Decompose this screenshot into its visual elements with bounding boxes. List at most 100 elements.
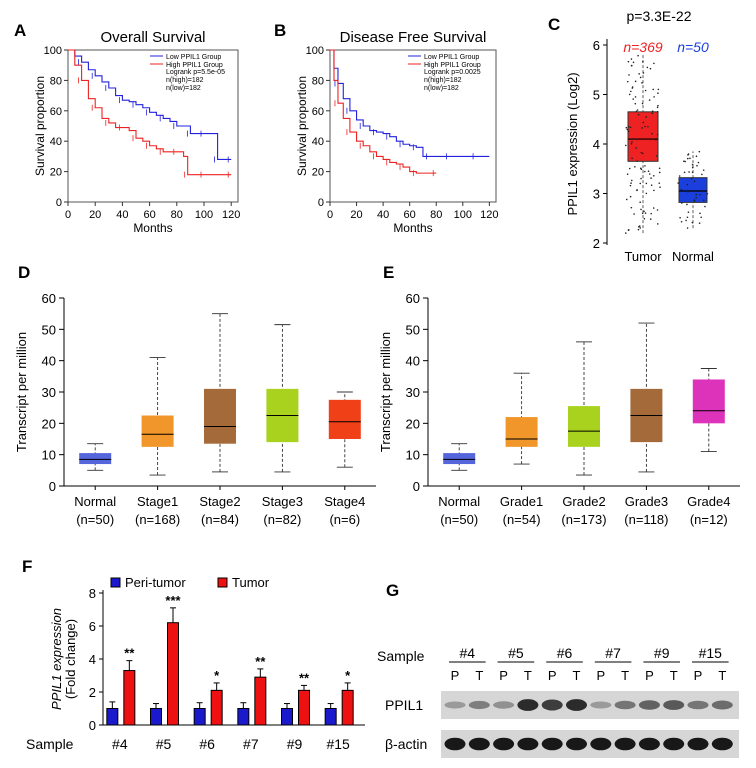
- data-point: [691, 171, 694, 174]
- y-tick-label: 2: [89, 685, 96, 700]
- data-point: [655, 155, 658, 157]
- data-point: [658, 182, 661, 184]
- x-category-label: Normal: [74, 494, 116, 509]
- panel-letter-a: A: [14, 21, 26, 40]
- y-tick-label: 0: [318, 197, 324, 209]
- n-label: n=50: [677, 39, 709, 55]
- lane-label: P: [451, 668, 460, 683]
- data-point: [684, 160, 686, 163]
- y-tick-label: 0: [413, 479, 420, 494]
- x-tick-label: 0: [327, 209, 333, 221]
- data-point: [631, 157, 633, 160]
- n-label: (n=118): [624, 512, 668, 527]
- data-point: [639, 182, 642, 185]
- data-point: [636, 160, 638, 162]
- data-point: [679, 216, 681, 219]
- data-point: [627, 60, 630, 63]
- data-point: [683, 160, 685, 163]
- significance-marker: **: [299, 670, 310, 685]
- data-point: [641, 127, 643, 129]
- data-point: [655, 138, 657, 141]
- blot-sample-id: #4: [460, 645, 476, 661]
- data-point: [686, 203, 688, 206]
- blot-band: [468, 700, 490, 710]
- western-blot-g: Sample #4 #5 #6 #7 #9 #15P T P T P T P T P T P TPPIL1β-ac…: [377, 645, 739, 758]
- data-point: [704, 205, 706, 208]
- data-point: [640, 177, 642, 180]
- y-tick-label: 4: [593, 137, 600, 152]
- data-point: [686, 183, 689, 186]
- data-point: [637, 225, 640, 228]
- stat-label: n(low)=182: [424, 85, 459, 92]
- y-tick-label: 5: [593, 88, 600, 103]
- data-point: [637, 54, 639, 57]
- panel-letter-e: E: [383, 263, 394, 282]
- survival-curve-low: [68, 49, 232, 160]
- significance-marker: ***: [165, 593, 181, 608]
- data-point: [637, 228, 640, 231]
- data-point: [700, 216, 703, 219]
- blot-sample-label: Sample: [377, 648, 425, 664]
- data-point: [630, 182, 632, 184]
- blot-sample-id: #9: [654, 645, 670, 661]
- data-point: [678, 175, 681, 177]
- data-point: [629, 90, 632, 93]
- y-tick-label: 60: [50, 106, 62, 118]
- data-point: [691, 163, 694, 166]
- blot-sample-id: #7: [605, 645, 621, 661]
- data-point: [645, 116, 648, 118]
- bar-peri-tumor: [281, 708, 293, 726]
- n-label: (n=50): [76, 512, 114, 527]
- data-point: [639, 227, 642, 229]
- data-point: [642, 72, 645, 74]
- data-point: [630, 179, 633, 182]
- y-tick-label: 60: [406, 291, 420, 306]
- legend-entry: Tumor: [232, 575, 270, 590]
- data-point: [635, 147, 637, 149]
- data-point: [642, 60, 644, 63]
- x-category-label: Stage1: [137, 494, 178, 509]
- blot-band: [638, 700, 660, 710]
- data-point: [680, 202, 683, 204]
- box-stage1: [141, 415, 174, 447]
- data-point: [658, 167, 661, 170]
- x-category-label: Normal: [672, 249, 714, 264]
- data-point: [702, 169, 705, 171]
- box-chart-stage: 0 10 20 30 40 50 60 Transcript per million Norma…: [14, 291, 376, 527]
- lane-label: T: [718, 668, 726, 683]
- bar-tumor: [167, 622, 179, 726]
- panel-letter-b: B: [274, 21, 286, 40]
- x-category-label: Grade4: [687, 494, 730, 509]
- data-point: [645, 192, 648, 195]
- blot-band: [711, 737, 733, 751]
- data-point: [685, 219, 687, 222]
- y-tick-label: 40: [50, 136, 62, 148]
- x-category-label: #5: [156, 736, 172, 752]
- plot-frame: [67, 49, 239, 203]
- blot-band: [444, 737, 466, 751]
- blot-band: [638, 737, 660, 751]
- blot-band: [614, 700, 636, 710]
- x-category-label: Stage4: [324, 494, 365, 509]
- y-tick-label: 40: [312, 136, 324, 148]
- lane-label: T: [475, 668, 483, 683]
- data-point: [632, 98, 634, 100]
- data-point: [689, 157, 691, 160]
- blot-band: [541, 699, 563, 711]
- data-point: [624, 144, 627, 147]
- n-label: (n=82): [263, 512, 301, 527]
- x-category-label: Normal: [438, 494, 480, 509]
- panel-letter-c: C: [548, 15, 560, 34]
- x-tick-label: 40: [377, 209, 389, 221]
- y-tick-label: 20: [42, 416, 56, 431]
- data-point: [651, 132, 653, 135]
- blot-band: [444, 701, 466, 709]
- bar-tumor: [298, 689, 310, 726]
- data-point: [683, 171, 686, 174]
- y-tick-label: 8: [89, 586, 96, 601]
- y-tick-label: 60: [42, 291, 56, 306]
- x-tick-label: 100: [454, 209, 472, 221]
- bar-peri-tumor: [106, 708, 119, 726]
- data-point: [698, 150, 701, 153]
- y-tick-label: 10: [406, 448, 420, 463]
